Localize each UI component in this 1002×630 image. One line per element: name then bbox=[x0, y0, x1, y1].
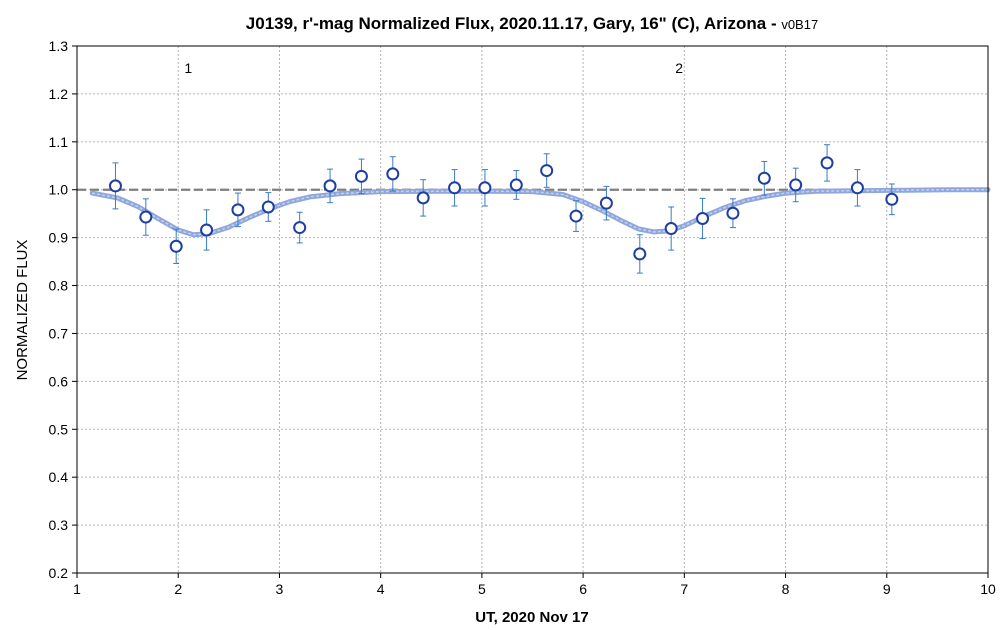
data-point bbox=[757, 171, 771, 185]
y-tick-label: 0.8 bbox=[49, 278, 69, 294]
y-tick-label: 0.3 bbox=[49, 517, 69, 533]
y-tick-label: 1.2 bbox=[49, 86, 69, 102]
data-point bbox=[323, 179, 337, 193]
x-tick-label: 8 bbox=[782, 581, 790, 597]
x-axis-ticks: 1 2 3 4 5 6 7 8 9 10 bbox=[73, 573, 996, 597]
data-point bbox=[696, 211, 710, 225]
y-tick-label: 0.7 bbox=[49, 325, 69, 341]
data-point bbox=[231, 203, 245, 217]
data-point bbox=[664, 222, 678, 236]
chart-title-main: J0139, r'-mag Normalized Flux, 2020.11.1… bbox=[246, 14, 782, 33]
data-point bbox=[509, 178, 523, 192]
x-tick-label: 5 bbox=[478, 581, 486, 597]
data-point bbox=[599, 196, 613, 210]
chart-title-version: v0B17 bbox=[781, 17, 818, 32]
data-point bbox=[633, 247, 647, 261]
data-point bbox=[416, 191, 430, 205]
y-tick-label: 0.4 bbox=[49, 469, 69, 485]
x-tick-label: 2 bbox=[174, 581, 182, 597]
y-tick-label: 1.1 bbox=[49, 134, 69, 150]
data-point bbox=[850, 181, 864, 195]
data-point bbox=[448, 181, 462, 195]
data-point bbox=[108, 179, 122, 193]
chart-title: J0139, r'-mag Normalized Flux, 2020.11.1… bbox=[246, 14, 818, 33]
data-point bbox=[261, 200, 275, 214]
data-point bbox=[386, 167, 400, 181]
y-tick-label: 1.3 bbox=[49, 38, 69, 54]
y-tick-label: 0.2 bbox=[49, 565, 69, 581]
y-tick-label: 0.9 bbox=[49, 230, 69, 246]
transit-annotation-label: 2 bbox=[675, 60, 683, 76]
x-tick-label: 9 bbox=[883, 581, 891, 597]
data-point bbox=[726, 206, 740, 220]
x-tick-label: 1 bbox=[73, 581, 81, 597]
y-tick-label: 1.0 bbox=[49, 182, 69, 198]
x-tick-label: 6 bbox=[579, 581, 587, 597]
data-points-group bbox=[108, 144, 899, 274]
y-axis-label: NORMALIZED FLUX bbox=[14, 240, 31, 381]
data-point bbox=[885, 192, 899, 206]
data-point bbox=[789, 178, 803, 192]
x-tick-label: 7 bbox=[680, 581, 688, 597]
data-point bbox=[478, 181, 492, 195]
x-tick-label: 3 bbox=[276, 581, 284, 597]
data-point bbox=[169, 239, 183, 253]
data-point bbox=[820, 156, 834, 170]
y-tick-label: 0.6 bbox=[49, 373, 69, 389]
data-point bbox=[139, 210, 153, 224]
data-point bbox=[354, 169, 368, 183]
x-axis-label: UT, 2020 Nov 17 bbox=[475, 609, 588, 626]
data-point bbox=[293, 221, 307, 235]
y-tick-label: 0.5 bbox=[49, 421, 69, 437]
plot-area-border bbox=[76, 45, 989, 574]
data-point bbox=[540, 164, 554, 178]
data-point bbox=[200, 223, 214, 237]
y-axis-ticks: 0.2 0.3 0.4 0.5 0.6 0.7 0.8 0.9 1.0 1.1 1.2 1.3 bbox=[49, 38, 77, 581]
transit-annotation-label: 1 bbox=[184, 60, 192, 76]
x-tick-label: 10 bbox=[980, 581, 996, 597]
x-tick-label: 4 bbox=[377, 581, 385, 597]
data-point bbox=[569, 209, 583, 223]
